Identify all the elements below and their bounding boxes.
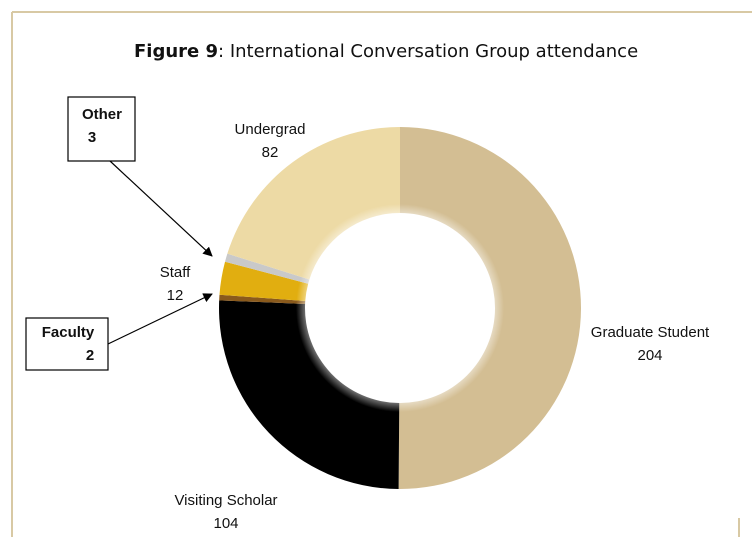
slice-value: 3 bbox=[88, 129, 96, 146]
slice bbox=[225, 253, 310, 284]
slice-label: Graduate Student bbox=[591, 324, 710, 341]
slice-value: 204 bbox=[637, 347, 662, 364]
callout-arrow bbox=[107, 293, 213, 345]
chart-title: Figure 9: International Conversation Gro… bbox=[134, 41, 638, 62]
figure-label: Figure 9 bbox=[134, 41, 218, 62]
callout-arrow bbox=[109, 160, 213, 257]
slice-value: 12 bbox=[167, 287, 184, 304]
slice bbox=[219, 300, 400, 489]
slice-label: Other bbox=[82, 106, 122, 123]
slice bbox=[219, 261, 309, 302]
slice-label: Undergrad bbox=[235, 121, 306, 138]
donut-hole-glow bbox=[296, 204, 504, 412]
slice bbox=[227, 127, 400, 280]
slice-label: Staff bbox=[160, 264, 191, 281]
slice-value: 104 bbox=[213, 515, 238, 532]
slice-label: Visiting Scholar bbox=[174, 492, 277, 509]
slice-value: 82 bbox=[262, 144, 279, 161]
callout-box bbox=[67, 96, 136, 162]
slice bbox=[219, 294, 306, 304]
slice-label: Faculty bbox=[42, 324, 95, 341]
title-text: : International Conversation Group atten… bbox=[218, 41, 638, 62]
slice-value: 2 bbox=[86, 347, 94, 364]
